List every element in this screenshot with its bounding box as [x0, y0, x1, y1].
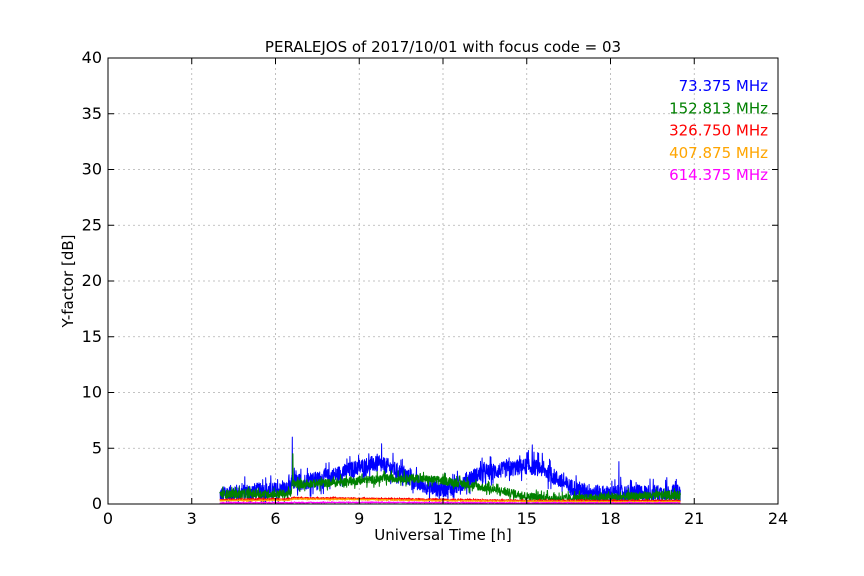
series-line-1: [219, 453, 681, 505]
x-tick-label: 21: [684, 509, 704, 528]
x-tick-label: 6: [270, 509, 280, 528]
y-tick-label: 35: [82, 104, 102, 123]
legend-entry-0: 73.375 MHz: [679, 77, 768, 95]
x-tick-label: 0: [103, 509, 113, 528]
y-tick-label: 40: [82, 48, 102, 67]
series-line-4: [219, 501, 681, 505]
y-axis-label: Y-factor [dB]: [59, 234, 77, 328]
legend-entry-4: 614.375 MHz: [669, 166, 768, 184]
y-tick-label: 15: [82, 327, 102, 346]
y-tick-label: 30: [82, 160, 102, 179]
x-tick-label: 15: [517, 509, 537, 528]
x-axis-label: Universal Time [h]: [374, 526, 512, 544]
y-tick-label: 25: [82, 215, 102, 234]
y-tick-label: 0: [92, 494, 102, 513]
chart-title: PERALEJOS of 2017/10/01 with focus code …: [265, 38, 621, 56]
x-tick-label: 18: [600, 509, 620, 528]
y-tick-label: 10: [82, 383, 102, 402]
x-tick-label: 12: [433, 509, 453, 528]
x-tick-label: 3: [187, 509, 197, 528]
x-tick-label: 24: [768, 509, 788, 528]
series-line-3: [219, 497, 681, 504]
legend-entry-3: 407.875 MHz: [669, 144, 768, 162]
x-tick-label: 9: [354, 509, 364, 528]
ticks: 0 3 6 9 12 15 18 21 24 0 5 10 15 20 25 30 35 40: [82, 48, 789, 528]
legend: 73.375 MHz 152.813 MHz 326.750 MHz 407.875 …: [669, 77, 768, 184]
y-tick-label: 5: [92, 438, 102, 457]
legend-entry-2: 326.750 MHz: [669, 122, 768, 140]
series-layer: [219, 436, 681, 505]
grid: [108, 58, 778, 504]
y-tick-label: 20: [82, 271, 102, 290]
legend-entry-1: 152.813 MHz: [669, 99, 768, 117]
